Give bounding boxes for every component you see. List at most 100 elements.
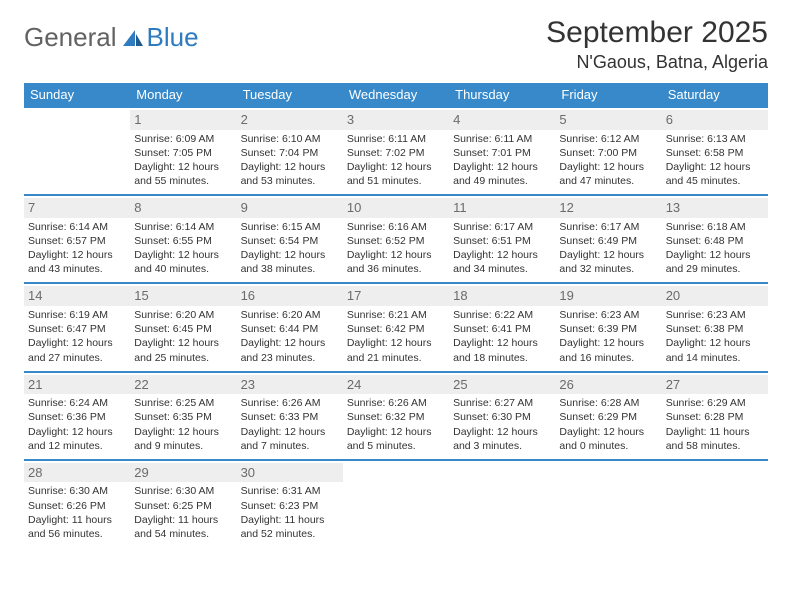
sunrise-text: Sunrise: 6:25 AM [134,396,232,410]
sunset-text: Sunset: 6:39 PM [559,322,657,336]
daylight-text: Daylight: 12 hours [134,248,232,262]
sunrise-text: Sunrise: 6:26 AM [347,396,445,410]
daylight-text: and 23 minutes. [241,351,339,365]
sunset-text: Sunset: 6:33 PM [241,410,339,424]
daylight-text: and 0 minutes. [559,439,657,453]
day-cell: 11Sunrise: 6:17 AMSunset: 6:51 PMDayligh… [449,195,555,283]
sunrise-text: Sunrise: 6:14 AM [134,220,232,234]
daylight-text: and 51 minutes. [347,174,445,188]
sunrise-text: Sunrise: 6:31 AM [241,484,339,498]
daylight-text: Daylight: 12 hours [28,336,126,350]
day-number: 19 [555,286,661,306]
day-number: 23 [237,375,343,395]
daylight-text: Daylight: 12 hours [347,425,445,439]
day-number: 16 [237,286,343,306]
daylight-text: and 43 minutes. [28,262,126,276]
day-header: Saturday [662,83,768,107]
week-row: 1Sunrise: 6:09 AMSunset: 7:05 PMDaylight… [24,107,768,195]
daylight-text: and 36 minutes. [347,262,445,276]
daylight-text: Daylight: 12 hours [347,336,445,350]
calendar-head: SundayMondayTuesdayWednesdayThursdayFrid… [24,83,768,107]
day-number: 3 [343,110,449,130]
sunrise-text: Sunrise: 6:20 AM [134,308,232,322]
day-cell: 1Sunrise: 6:09 AMSunset: 7:05 PMDaylight… [130,107,236,195]
logo-text-blue: Blue [147,22,199,53]
sunrise-text: Sunrise: 6:19 AM [28,308,126,322]
daylight-text: Daylight: 12 hours [453,160,551,174]
daylight-text: Daylight: 12 hours [241,425,339,439]
sunrise-text: Sunrise: 6:18 AM [666,220,764,234]
sunset-text: Sunset: 7:05 PM [134,146,232,160]
sunset-text: Sunset: 6:48 PM [666,234,764,248]
day-cell: 19Sunrise: 6:23 AMSunset: 6:39 PMDayligh… [555,283,661,371]
daylight-text: Daylight: 11 hours [666,425,764,439]
daylight-text: Daylight: 12 hours [559,425,657,439]
sunset-text: Sunset: 6:51 PM [453,234,551,248]
day-number: 25 [449,375,555,395]
daylight-text: Daylight: 12 hours [28,425,126,439]
sunrise-text: Sunrise: 6:28 AM [559,396,657,410]
sunrise-text: Sunrise: 6:23 AM [666,308,764,322]
sunrise-text: Sunrise: 6:17 AM [453,220,551,234]
daylight-text: and 16 minutes. [559,351,657,365]
month-title: September 2025 [546,16,768,50]
daylight-text: Daylight: 12 hours [28,248,126,262]
day-number: 17 [343,286,449,306]
daylight-text: and 40 minutes. [134,262,232,276]
sunrise-text: Sunrise: 6:27 AM [453,396,551,410]
sunset-text: Sunset: 6:35 PM [134,410,232,424]
week-row: 21Sunrise: 6:24 AMSunset: 6:36 PMDayligh… [24,372,768,460]
day-cell: 2Sunrise: 6:10 AMSunset: 7:04 PMDaylight… [237,107,343,195]
daylight-text: and 38 minutes. [241,262,339,276]
day-cell: 22Sunrise: 6:25 AMSunset: 6:35 PMDayligh… [130,372,236,460]
day-number: 4 [449,110,555,130]
day-header: Friday [555,83,661,107]
day-cell [24,107,130,195]
day-header: Thursday [449,83,555,107]
daylight-text: and 53 minutes. [241,174,339,188]
daylight-text: and 32 minutes. [559,262,657,276]
day-number: 26 [555,375,661,395]
daylight-text: Daylight: 12 hours [134,160,232,174]
daylight-text: Daylight: 11 hours [241,513,339,527]
day-number: 18 [449,286,555,306]
day-cell: 15Sunrise: 6:20 AMSunset: 6:45 PMDayligh… [130,283,236,371]
sunrise-text: Sunrise: 6:23 AM [559,308,657,322]
daylight-text: and 47 minutes. [559,174,657,188]
day-number: 13 [662,198,768,218]
daylight-text: Daylight: 12 hours [666,248,764,262]
week-row: 14Sunrise: 6:19 AMSunset: 6:47 PMDayligh… [24,283,768,371]
day-number: 27 [662,375,768,395]
daylight-text: and 14 minutes. [666,351,764,365]
day-cell: 3Sunrise: 6:11 AMSunset: 7:02 PMDaylight… [343,107,449,195]
daylight-text: Daylight: 11 hours [28,513,126,527]
day-cell [343,460,449,547]
day-number: 11 [449,198,555,218]
sunrise-text: Sunrise: 6:13 AM [666,132,764,146]
sunset-text: Sunset: 6:38 PM [666,322,764,336]
day-header: Wednesday [343,83,449,107]
day-number: 20 [662,286,768,306]
daylight-text: and 45 minutes. [666,174,764,188]
day-cell: 18Sunrise: 6:22 AMSunset: 6:41 PMDayligh… [449,283,555,371]
sunrise-text: Sunrise: 6:15 AM [241,220,339,234]
calendar-table: SundayMondayTuesdayWednesdayThursdayFrid… [24,83,768,547]
daylight-text: and 49 minutes. [453,174,551,188]
sunrise-text: Sunrise: 6:12 AM [559,132,657,146]
day-cell: 20Sunrise: 6:23 AMSunset: 6:38 PMDayligh… [662,283,768,371]
daylight-text: and 7 minutes. [241,439,339,453]
sunset-text: Sunset: 6:58 PM [666,146,764,160]
day-cell: 6Sunrise: 6:13 AMSunset: 6:58 PMDaylight… [662,107,768,195]
sunset-text: Sunset: 6:54 PM [241,234,339,248]
sunset-text: Sunset: 6:55 PM [134,234,232,248]
daylight-text: and 27 minutes. [28,351,126,365]
day-cell: 17 Sunrise: 6:21 AMSunset: 6:42 PMDayligh… [343,283,449,371]
sunset-text: Sunset: 6:42 PM [347,322,445,336]
day-number: 5 [555,110,661,130]
day-cell [555,460,661,547]
sunset-text: Sunset: 6:29 PM [559,410,657,424]
logo: General Blue [24,22,199,53]
sunrise-text: Sunrise: 6:21 AM [347,308,445,322]
title-block: September 2025 N'Gaous, Batna, Algeria [546,16,768,73]
sunset-text: Sunset: 6:32 PM [347,410,445,424]
